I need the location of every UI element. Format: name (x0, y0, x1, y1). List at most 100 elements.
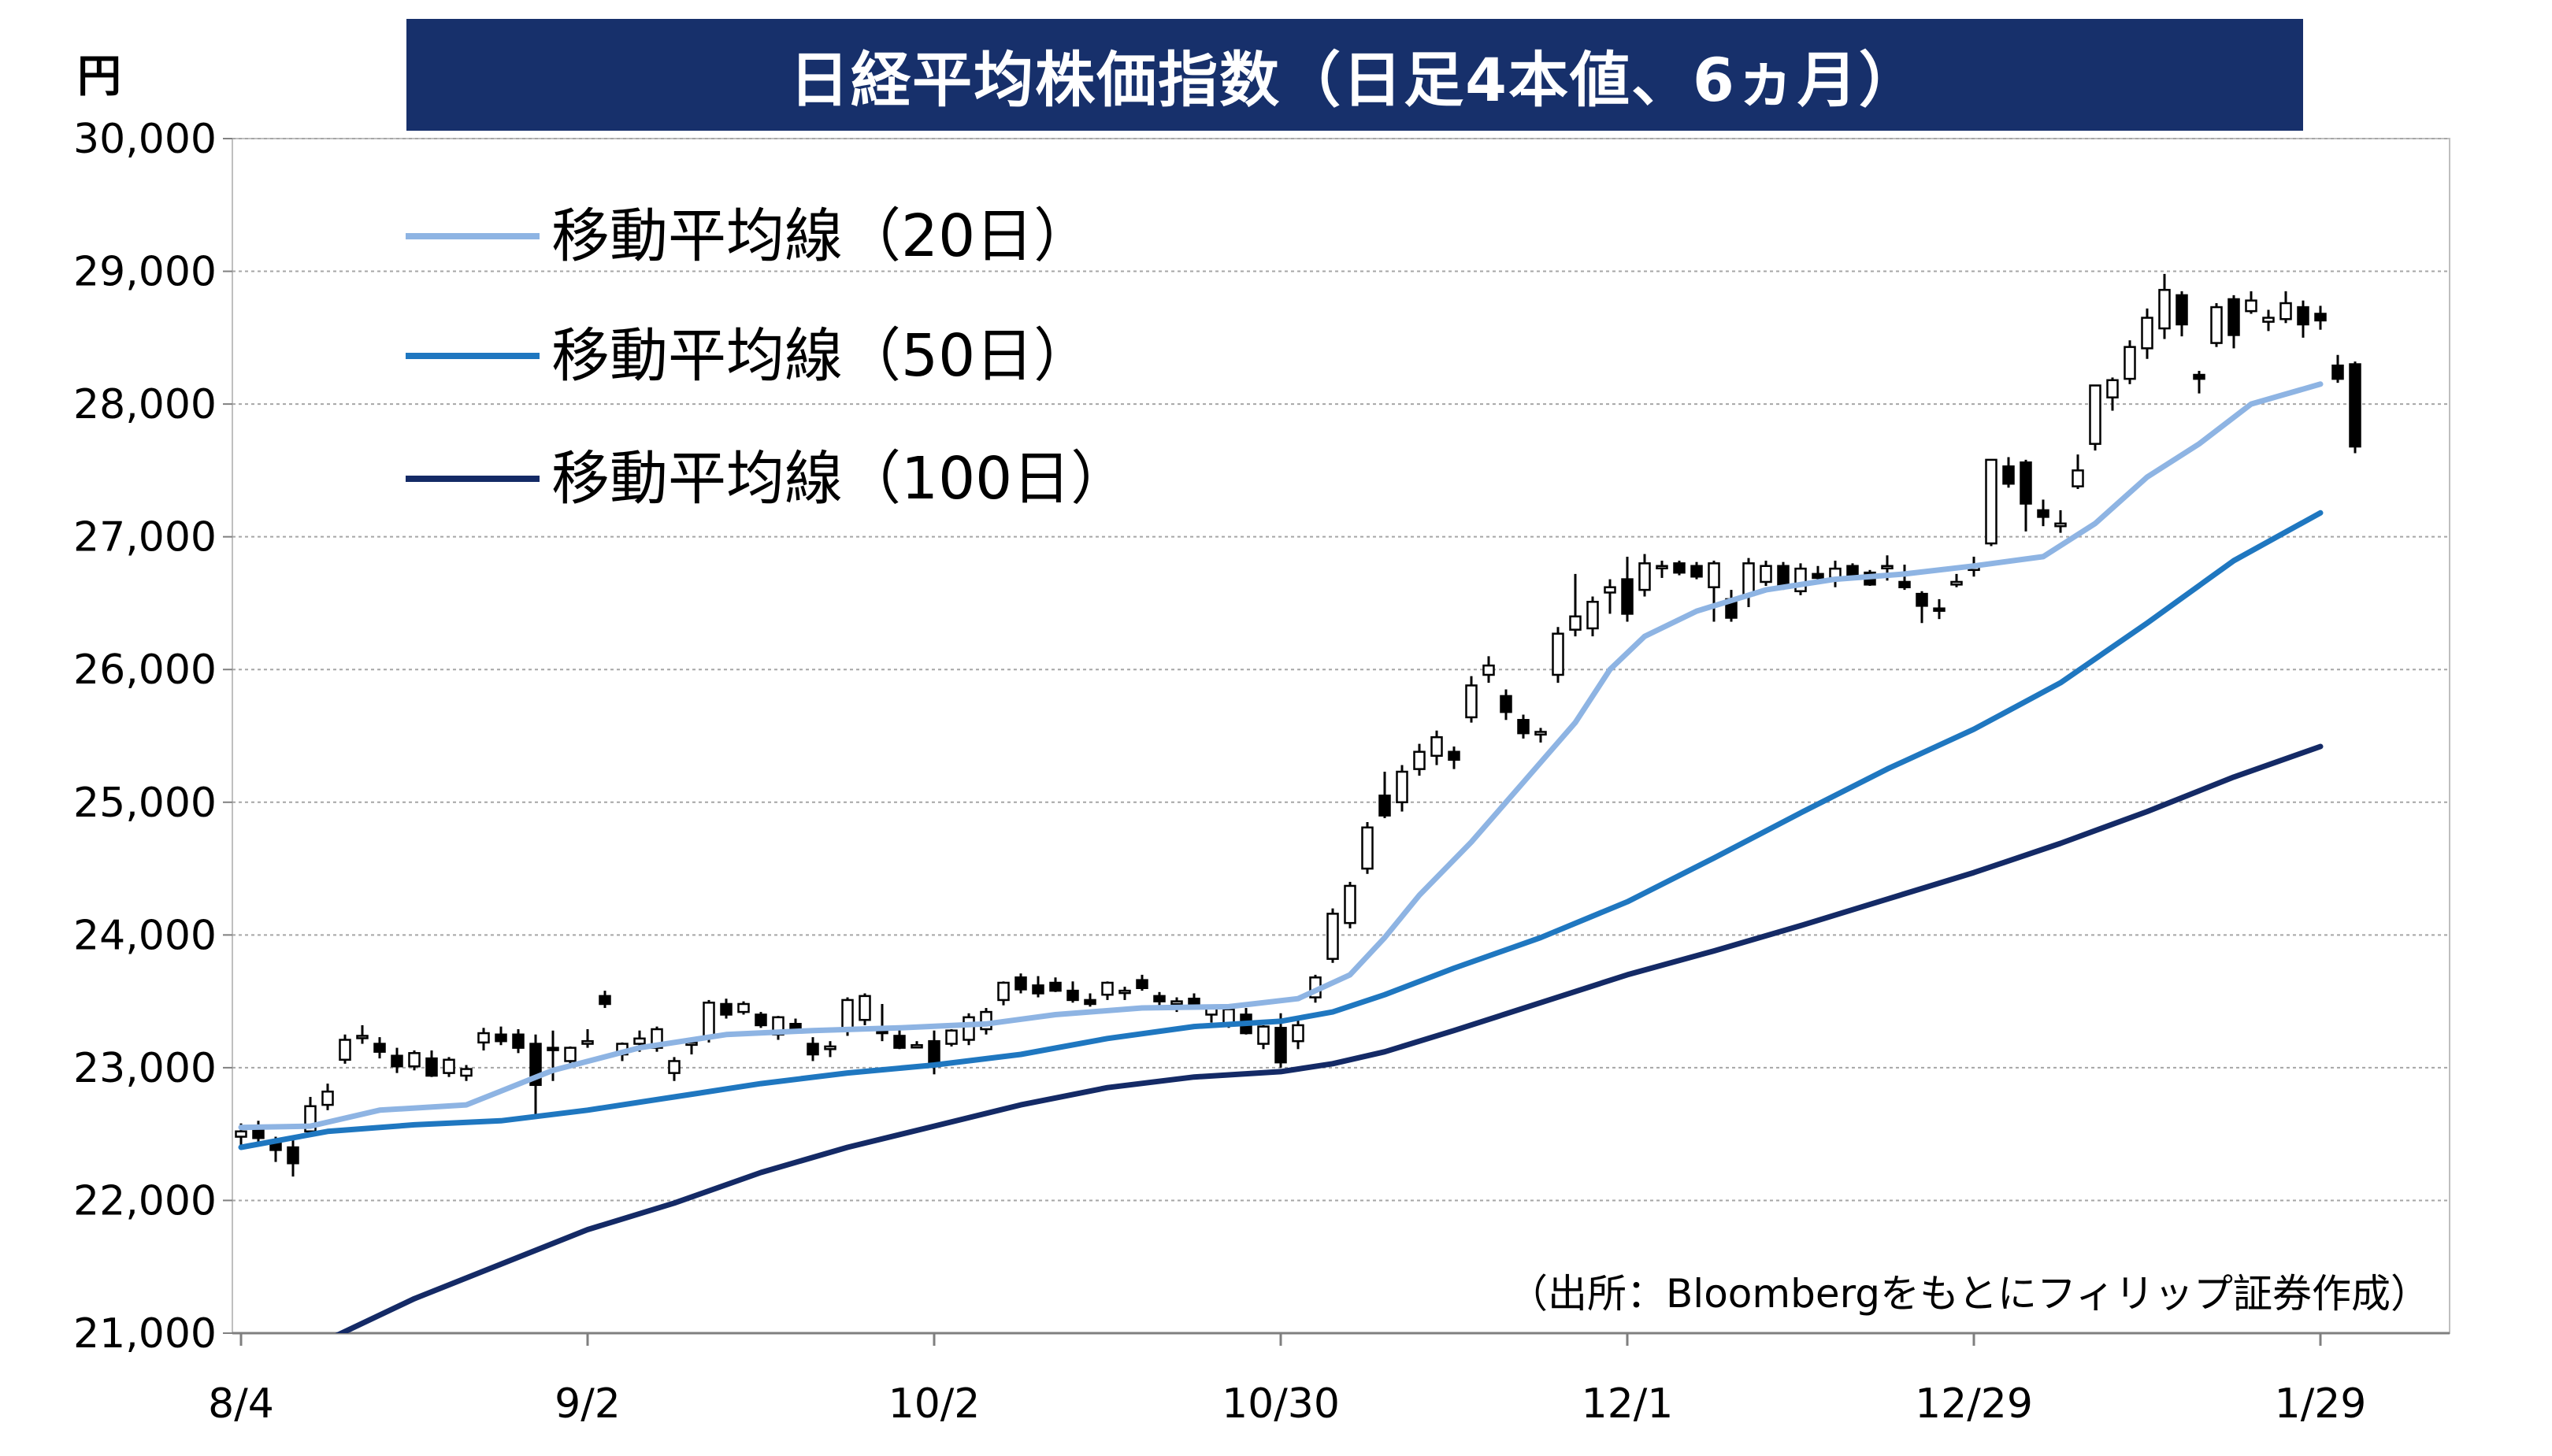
candle-down (1777, 565, 1790, 586)
candle-up (2141, 317, 2153, 350)
candle-down (1500, 695, 1512, 713)
candle-down (1153, 995, 1166, 1002)
legend-label-ma50: 移動平均線（50日） (551, 322, 1092, 390)
y-tick-label: 28,000 (73, 381, 217, 428)
candle-up (1534, 731, 1547, 736)
candle-up (1101, 981, 1114, 996)
candle-down (1898, 580, 1911, 588)
candle-up (477, 1032, 490, 1044)
candle-up (2245, 299, 2257, 313)
candle-up (2072, 469, 2084, 487)
candle-up (1950, 580, 1963, 586)
candle-up (2279, 302, 2292, 320)
source-note: （出所：Bloombergをもとにフィリップ証券作成） (1508, 1271, 2430, 1317)
candle-up (1586, 601, 1599, 630)
y-tick-label: 24,000 (73, 912, 217, 959)
series-line-ma100 (335, 743, 2324, 1333)
x-tick-label: 10/2 (888, 1380, 981, 1428)
candle-up (1396, 770, 1408, 804)
candle-up (1708, 562, 1720, 588)
candle-up (1292, 1024, 1304, 1043)
candle-up (2124, 346, 2136, 380)
candle-down (495, 1033, 507, 1043)
candle-up (1569, 615, 1582, 631)
candle-down (1049, 981, 1062, 992)
candle-up (581, 1039, 594, 1045)
candle-up (321, 1090, 334, 1106)
legend-label-ma20: 移動平均線（20日） (551, 202, 1092, 270)
candle-up (1361, 826, 1374, 870)
candle-down (252, 1128, 265, 1139)
y-tick-label: 22,000 (73, 1177, 217, 1224)
x-tick-label: 12/29 (1915, 1380, 2033, 1428)
candle-up (859, 995, 871, 1021)
candle-down (1673, 562, 1686, 574)
y-tick-label: 30,000 (73, 116, 217, 163)
candle-down (1066, 989, 1079, 1002)
y-tick-label: 26,000 (73, 646, 217, 694)
candle-down (2020, 461, 2032, 505)
x-tick-label: 8/4 (208, 1380, 274, 1428)
candle-up (2089, 384, 2101, 445)
candle-up (1326, 913, 1339, 960)
candle-down (893, 1035, 906, 1049)
plot-area (232, 138, 2450, 1334)
candle-up (443, 1058, 455, 1074)
candle-down (1032, 984, 1044, 995)
y-tick-label: 27,000 (73, 514, 217, 561)
candle-up (945, 1029, 958, 1045)
y-tick-label: 21,000 (73, 1310, 217, 1358)
candle-down (1188, 997, 1200, 1006)
candle-down (1378, 795, 1391, 817)
candle-up (841, 998, 854, 1032)
candle-up (1465, 684, 1478, 719)
plot-marks (235, 273, 2361, 1333)
candle-down (1812, 572, 1824, 580)
x-tick-label: 10/30 (1222, 1380, 1340, 1428)
candle-up (1413, 750, 1426, 770)
candle-down (807, 1043, 819, 1056)
candle-up (633, 1037, 646, 1045)
candle-down (2297, 306, 2309, 326)
candle-up (1552, 632, 1564, 676)
candle-up (1257, 1025, 1270, 1045)
candle-down (1690, 565, 1703, 578)
candle-down (547, 1047, 559, 1051)
candle-up (356, 1035, 369, 1039)
candle-down (1933, 607, 1946, 612)
candle-up (339, 1039, 351, 1061)
candle-up (1430, 735, 1443, 758)
candle-up (235, 1130, 247, 1138)
y-tick-label: 23,000 (73, 1045, 217, 1092)
candle-up (737, 1002, 750, 1013)
candle-up (1656, 565, 1668, 569)
candle-down (287, 1146, 299, 1165)
candle-down (2002, 465, 2015, 485)
x-tick-label: 1/29 (2275, 1380, 2367, 1428)
candle-up (703, 1002, 715, 1039)
chart-title: 日経平均株価指数（日足4本値、6ヵ月） (789, 45, 1920, 115)
candle-down (599, 995, 611, 1006)
candle-up (911, 1043, 923, 1049)
series-line-ma50 (238, 509, 2324, 1150)
candle-down (1274, 1027, 1287, 1064)
candle-down (1084, 998, 1096, 1006)
candle-up (2158, 288, 2171, 330)
y-tick-label: 29,000 (73, 249, 217, 296)
x-tick-label: 9/2 (555, 1380, 621, 1428)
candle-down (2037, 509, 2049, 518)
candle-down (1916, 592, 1928, 607)
candle-down (391, 1054, 403, 1068)
candle-up (1482, 664, 1495, 676)
candle-up (564, 1047, 577, 1062)
candle-down (2314, 313, 2327, 322)
candle-up (824, 1045, 836, 1050)
candle-down (1136, 979, 1148, 990)
candle-down (1448, 750, 1460, 761)
candle-down (720, 1002, 733, 1016)
candle-down (2193, 373, 2205, 380)
candle-down (373, 1043, 386, 1053)
candle-down (755, 1013, 767, 1027)
series-line-ma20 (238, 381, 2324, 1131)
